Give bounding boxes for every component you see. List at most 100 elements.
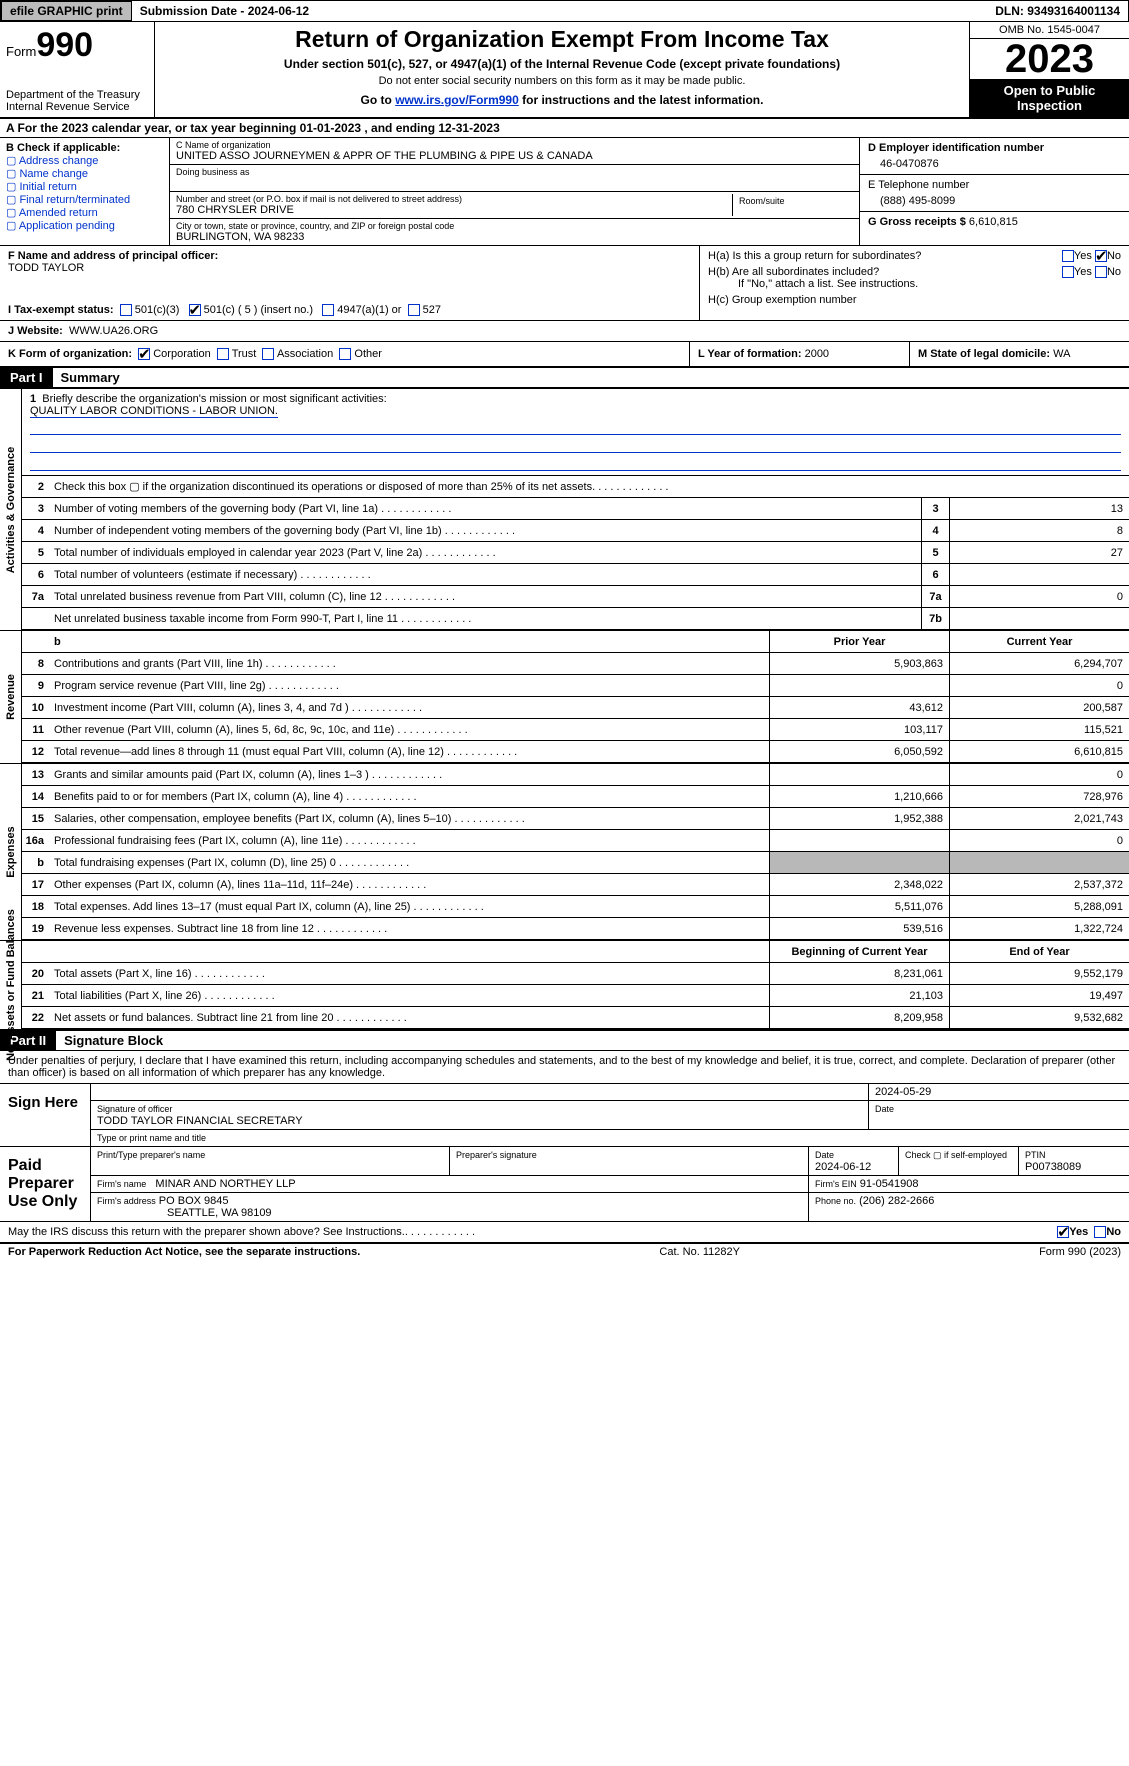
- governance-block: Activities & Governance 1 Briefly descri…: [0, 388, 1129, 630]
- ha-yes[interactable]: [1062, 250, 1074, 262]
- cb-trust[interactable]: [217, 348, 229, 360]
- open-inspection: Open to Public Inspection: [970, 79, 1129, 117]
- gov-line-: Net unrelated business taxable income fr…: [22, 608, 1129, 630]
- org-address: 780 CHRYSLER DRIVE: [176, 204, 732, 216]
- part2-header: Part II Signature Block: [0, 1031, 1129, 1051]
- exp-line-19: 19Revenue less expenses. Subtract line 1…: [22, 918, 1129, 940]
- hb-no[interactable]: [1095, 266, 1107, 278]
- revenue-block: Revenue b Prior Year Current Year 8Contr…: [0, 630, 1129, 763]
- rev-line-10: 10Investment income (Part VIII, column (…: [22, 697, 1129, 719]
- col-end-year: End of Year: [949, 941, 1129, 962]
- cb-address-change[interactable]: ▢ Address change: [6, 154, 163, 167]
- goto-line: Go to www.irs.gov/Form990 for instructio…: [165, 93, 959, 107]
- side-netassets: Net Assets or Fund Balances: [5, 909, 17, 1061]
- gov-line-5: 5Total number of individuals employed in…: [22, 542, 1129, 564]
- side-governance: Activities & Governance: [5, 446, 17, 573]
- topbar: efile GRAPHIC print Submission Date - 20…: [0, 0, 1129, 22]
- ptin: P00738089: [1025, 1161, 1081, 1173]
- form-title: Return of Organization Exempt From Incom…: [165, 26, 959, 53]
- netassets-block: Net Assets or Fund Balances Beginning of…: [0, 940, 1129, 1031]
- col-begin-year: Beginning of Current Year: [769, 941, 949, 962]
- gov-line-7a: 7aTotal unrelated business revenue from …: [22, 586, 1129, 608]
- cb-initial-return[interactable]: ▢ Initial return: [6, 180, 163, 193]
- exp-line-b: bTotal fundraising expenses (Part IX, co…: [22, 852, 1129, 874]
- ein: 46-0470876: [868, 154, 1121, 170]
- firm-phone: (206) 282-2666: [859, 1195, 934, 1207]
- section-j: J Website: WWW.UA26.ORG: [0, 321, 1129, 342]
- org-name: UNITED ASSO JOURNEYMEN & APPR OF THE PLU…: [176, 150, 853, 162]
- gov-line-4: 4Number of independent voting members of…: [22, 520, 1129, 542]
- rev-line-11: 11Other revenue (Part VIII, column (A), …: [22, 719, 1129, 741]
- website: WWW.UA26.ORG: [69, 325, 158, 337]
- sign-here-block: Sign Here 2024-05-29 Signature of office…: [0, 1084, 1129, 1147]
- rev-line-12: 12Total revenue—add lines 8 through 11 (…: [22, 741, 1129, 763]
- section-de: D Employer identification number 46-0470…: [859, 138, 1129, 245]
- cb-final-return[interactable]: ▢ Final return/terminated: [6, 193, 163, 206]
- rev-line-8: 8Contributions and grants (Part VIII, li…: [22, 653, 1129, 675]
- telephone: (888) 495-8099: [868, 191, 1121, 207]
- sig-intro: Under penalties of perjury, I declare th…: [0, 1051, 1129, 1084]
- cb-corp[interactable]: [138, 348, 150, 360]
- officer-name: TODD TAYLOR FINANCIAL SECRETARY: [97, 1115, 303, 1127]
- form-number: Form990: [6, 26, 148, 65]
- gross-receipts: 6,610,815: [969, 216, 1018, 228]
- cb-name-change[interactable]: ▢ Name change: [6, 167, 163, 180]
- discuss-yes[interactable]: [1057, 1226, 1069, 1238]
- col-current-year: Current Year: [949, 631, 1129, 652]
- cb-app-pending[interactable]: ▢ Application pending: [6, 219, 163, 232]
- rev-line-9: 9Program service revenue (Part VIII, lin…: [22, 675, 1129, 697]
- ssn-warning: Do not enter social security numbers on …: [165, 75, 959, 87]
- efile-button[interactable]: efile GRAPHIC print: [1, 1, 132, 21]
- section-b: B Check if applicable: ▢ Address change …: [0, 138, 170, 245]
- cb-other[interactable]: [339, 348, 351, 360]
- section-i: I Tax-exempt status: 501(c)(3) 501(c) ( …: [8, 304, 691, 316]
- cb-527[interactable]: [408, 304, 420, 316]
- exp-line-16a: 16aProfessional fundraising fees (Part I…: [22, 830, 1129, 852]
- discuss-no[interactable]: [1094, 1226, 1106, 1238]
- net-line-22: 22Net assets or fund balances. Subtract …: [22, 1007, 1129, 1029]
- cb-501c[interactable]: [189, 304, 201, 316]
- form-header: Form990 Department of the Treasury Inter…: [0, 22, 1129, 119]
- exp-line-13: 13Grants and similar amounts paid (Part …: [22, 764, 1129, 786]
- prep-date: 2024-06-12: [815, 1161, 871, 1173]
- side-revenue: Revenue: [5, 674, 17, 720]
- exp-line-14: 14Benefits paid to or for members (Part …: [22, 786, 1129, 808]
- dept: Department of the Treasury Internal Reve…: [6, 89, 148, 113]
- part1-header: Part I Summary: [0, 368, 1129, 388]
- firm-addr1: PO BOX 9845: [159, 1195, 229, 1207]
- expenses-block: Expenses 13Grants and similar amounts pa…: [0, 763, 1129, 940]
- discuss-row: May the IRS discuss this return with the…: [0, 1222, 1129, 1244]
- cb-assoc[interactable]: [262, 348, 274, 360]
- col-prior-year: Prior Year: [769, 631, 949, 652]
- gov-line-3: 3Number of voting members of the governi…: [22, 498, 1129, 520]
- section-c: C Name of organization UNITED ASSO JOURN…: [170, 138, 859, 245]
- gov-line-2: 2Check this box ▢ if the organization di…: [22, 476, 1129, 498]
- principal-officer: TODD TAYLOR: [8, 262, 691, 274]
- exp-line-15: 15Salaries, other compensation, employee…: [22, 808, 1129, 830]
- org-city: BURLINGTON, WA 98233: [176, 231, 853, 243]
- dln: DLN: 93493164001134: [987, 2, 1128, 20]
- firm-name: MINAR AND NORTHEY LLP: [155, 1178, 295, 1190]
- firm-addr2: SEATTLE, WA 98109: [97, 1207, 272, 1219]
- cb-4947[interactable]: [322, 304, 334, 316]
- irs-link[interactable]: www.irs.gov/Form990: [395, 93, 519, 107]
- form-subtitle: Under section 501(c), 527, or 4947(a)(1)…: [165, 57, 959, 71]
- year-formation: 2000: [805, 348, 829, 360]
- net-line-20: 20Total assets (Part X, line 16) 8,231,0…: [22, 963, 1129, 985]
- section-klm: K Form of organization: Corporation Trus…: [0, 342, 1129, 368]
- preparer-block: Paid Preparer Use Only Print/Type prepar…: [0, 1147, 1129, 1222]
- exp-line-18: 18Total expenses. Add lines 13–17 (must …: [22, 896, 1129, 918]
- cb-501c3[interactable]: [120, 304, 132, 316]
- state-domicile: WA: [1053, 348, 1070, 360]
- submission-date: Submission Date - 2024-06-12: [132, 2, 317, 20]
- section-fh: F Name and address of principal officer:…: [0, 246, 1129, 321]
- tax-year: 2023: [970, 39, 1129, 79]
- hb-yes[interactable]: [1062, 266, 1074, 278]
- sig-date: 2024-05-29: [875, 1086, 931, 1098]
- firm-ein: 91-0541908: [860, 1178, 919, 1190]
- exp-line-17: 17Other expenses (Part IX, column (A), l…: [22, 874, 1129, 896]
- cb-amended[interactable]: ▢ Amended return: [6, 206, 163, 219]
- ha-no[interactable]: [1095, 250, 1107, 262]
- row-a-period: A For the 2023 calendar year, or tax yea…: [0, 119, 1129, 138]
- side-expenses: Expenses: [5, 827, 17, 878]
